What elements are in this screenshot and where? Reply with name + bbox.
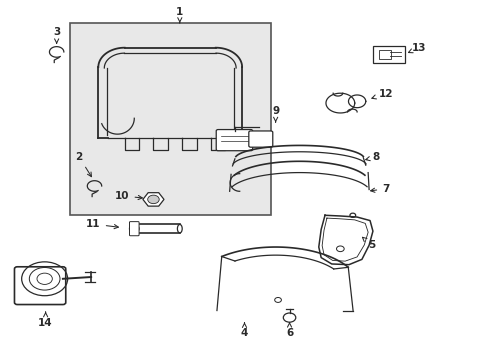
Text: 2: 2 <box>75 152 91 177</box>
Ellipse shape <box>129 224 139 233</box>
Text: 3: 3 <box>53 27 60 43</box>
Text: 12: 12 <box>371 89 392 99</box>
Text: 11: 11 <box>86 219 118 229</box>
FancyBboxPatch shape <box>15 267 65 305</box>
Text: 7: 7 <box>370 184 389 194</box>
Text: 4: 4 <box>240 323 248 338</box>
FancyBboxPatch shape <box>129 222 139 236</box>
FancyBboxPatch shape <box>378 50 390 59</box>
Text: 10: 10 <box>115 191 142 201</box>
Polygon shape <box>142 193 163 206</box>
Text: 14: 14 <box>38 312 53 328</box>
FancyBboxPatch shape <box>248 131 272 147</box>
Text: 5: 5 <box>362 237 374 250</box>
FancyBboxPatch shape <box>372 46 404 63</box>
Circle shape <box>147 195 159 204</box>
FancyBboxPatch shape <box>216 130 252 151</box>
Ellipse shape <box>177 224 182 233</box>
Text: 9: 9 <box>271 106 279 122</box>
Text: 1: 1 <box>176 8 183 23</box>
FancyBboxPatch shape <box>69 23 270 215</box>
Text: 8: 8 <box>365 152 379 162</box>
Text: 13: 13 <box>407 43 426 53</box>
Text: 6: 6 <box>285 323 293 338</box>
